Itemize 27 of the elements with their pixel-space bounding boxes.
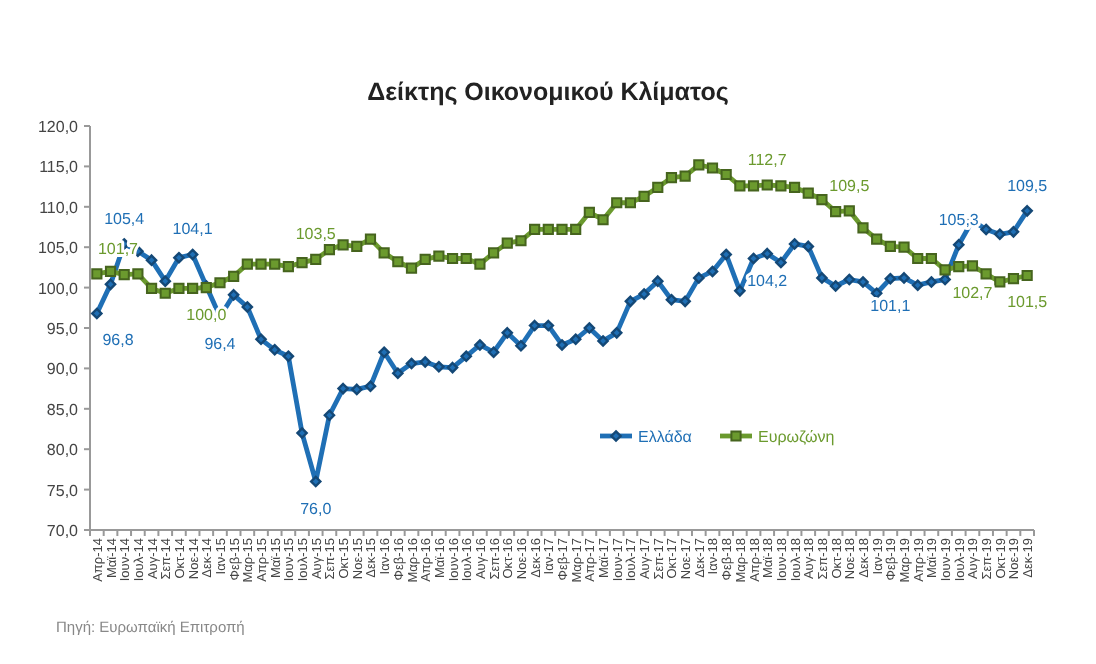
y-tick-label: 75,0 [46,481,80,500]
data-label: 109,5 [1007,176,1049,195]
legend-label: Ελλάδα [638,428,693,446]
data-label: 112,7 [747,150,788,169]
y-tick-label: 110,0 [39,198,80,217]
data-label: 103,5 [295,225,337,244]
data-label: 102,7 [952,283,994,302]
data-label: 101,1 [870,296,912,315]
data-label: 96,8 [102,331,135,350]
y-tick-label: 120,0 [37,118,80,136]
y-tick-label: 70,0 [46,522,80,540]
data-label: 101,5 [1007,293,1049,312]
data-label: 105,4 [104,209,146,228]
y-tick-label: 90,0 [46,360,80,379]
data-label: 109,5 [829,176,871,195]
y-tick-label: 115,0 [39,158,80,177]
y-tick-label: 100,0 [37,279,80,298]
data-label: 76,0 [300,499,333,518]
y-tick-label: 105,0 [37,239,80,258]
chart-title: Δείκτης Οικονομικού Κλίματος [367,78,729,106]
y-tick-label: 95,0 [46,320,80,338]
y-tick-label: 80,0 [46,441,80,460]
data-label: 96,4 [204,334,237,353]
y-tick-label: 85,0 [46,400,80,419]
legend-label: Ευρωζώνη [758,428,835,446]
data-label: 104,2 [747,271,789,290]
data-label: 104,1 [172,220,214,239]
